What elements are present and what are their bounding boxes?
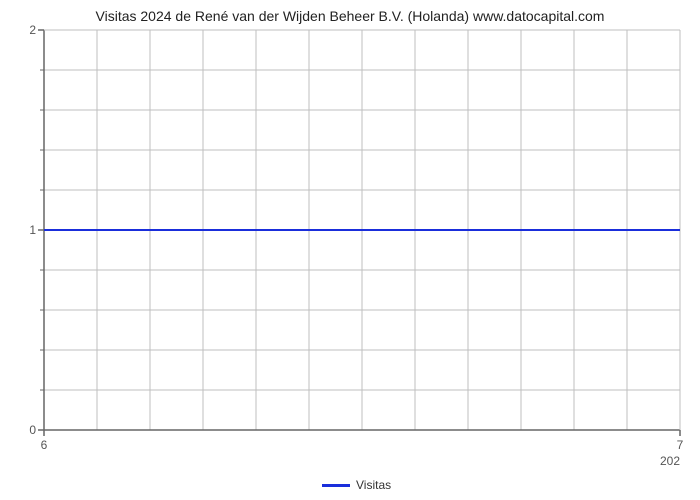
chart-plot [0, 0, 700, 500]
x-tick-label: 6 [41, 438, 48, 452]
y-tick-label: 2 [18, 23, 36, 37]
legend: Visitas [322, 478, 391, 492]
x-axis-sublabel: 202 [660, 454, 680, 468]
legend-swatch [322, 484, 350, 487]
legend-label: Visitas [356, 478, 391, 492]
y-tick-label: 1 [18, 223, 36, 237]
y-tick-label: 0 [18, 423, 36, 437]
x-tick-label: 7 [677, 438, 684, 452]
